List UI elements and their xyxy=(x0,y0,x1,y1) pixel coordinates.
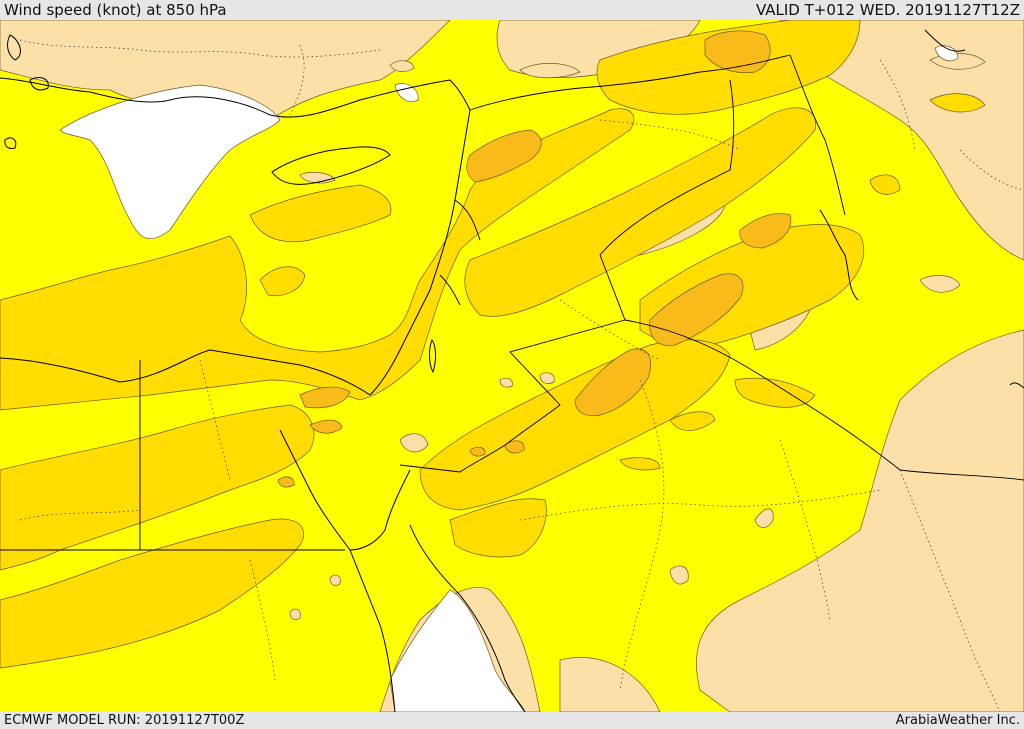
country-borders xyxy=(0,54,1024,551)
wind-speed-map xyxy=(0,20,1024,712)
model-run: ECMWF MODEL RUN: 20191127T00Z xyxy=(4,713,245,728)
province-boundaries xyxy=(19,39,1024,712)
credit: ArabiaWeather Inc. xyxy=(895,713,1020,728)
valid-time: VALID T+012 WED. 20191127T12Z xyxy=(755,1,1020,19)
map-title: Wind speed (knot) at 850 hPa xyxy=(4,1,227,19)
coastlines xyxy=(0,29,1024,712)
calm-wind-areas xyxy=(59,45,959,712)
strong-wind-areas xyxy=(277,30,792,488)
footer-bar: ECMWF MODEL RUN: 20191127T00Z ArabiaWeat… xyxy=(0,712,1024,729)
title-bar: Wind speed (knot) at 850 hPa VALID T+012… xyxy=(0,0,1024,20)
